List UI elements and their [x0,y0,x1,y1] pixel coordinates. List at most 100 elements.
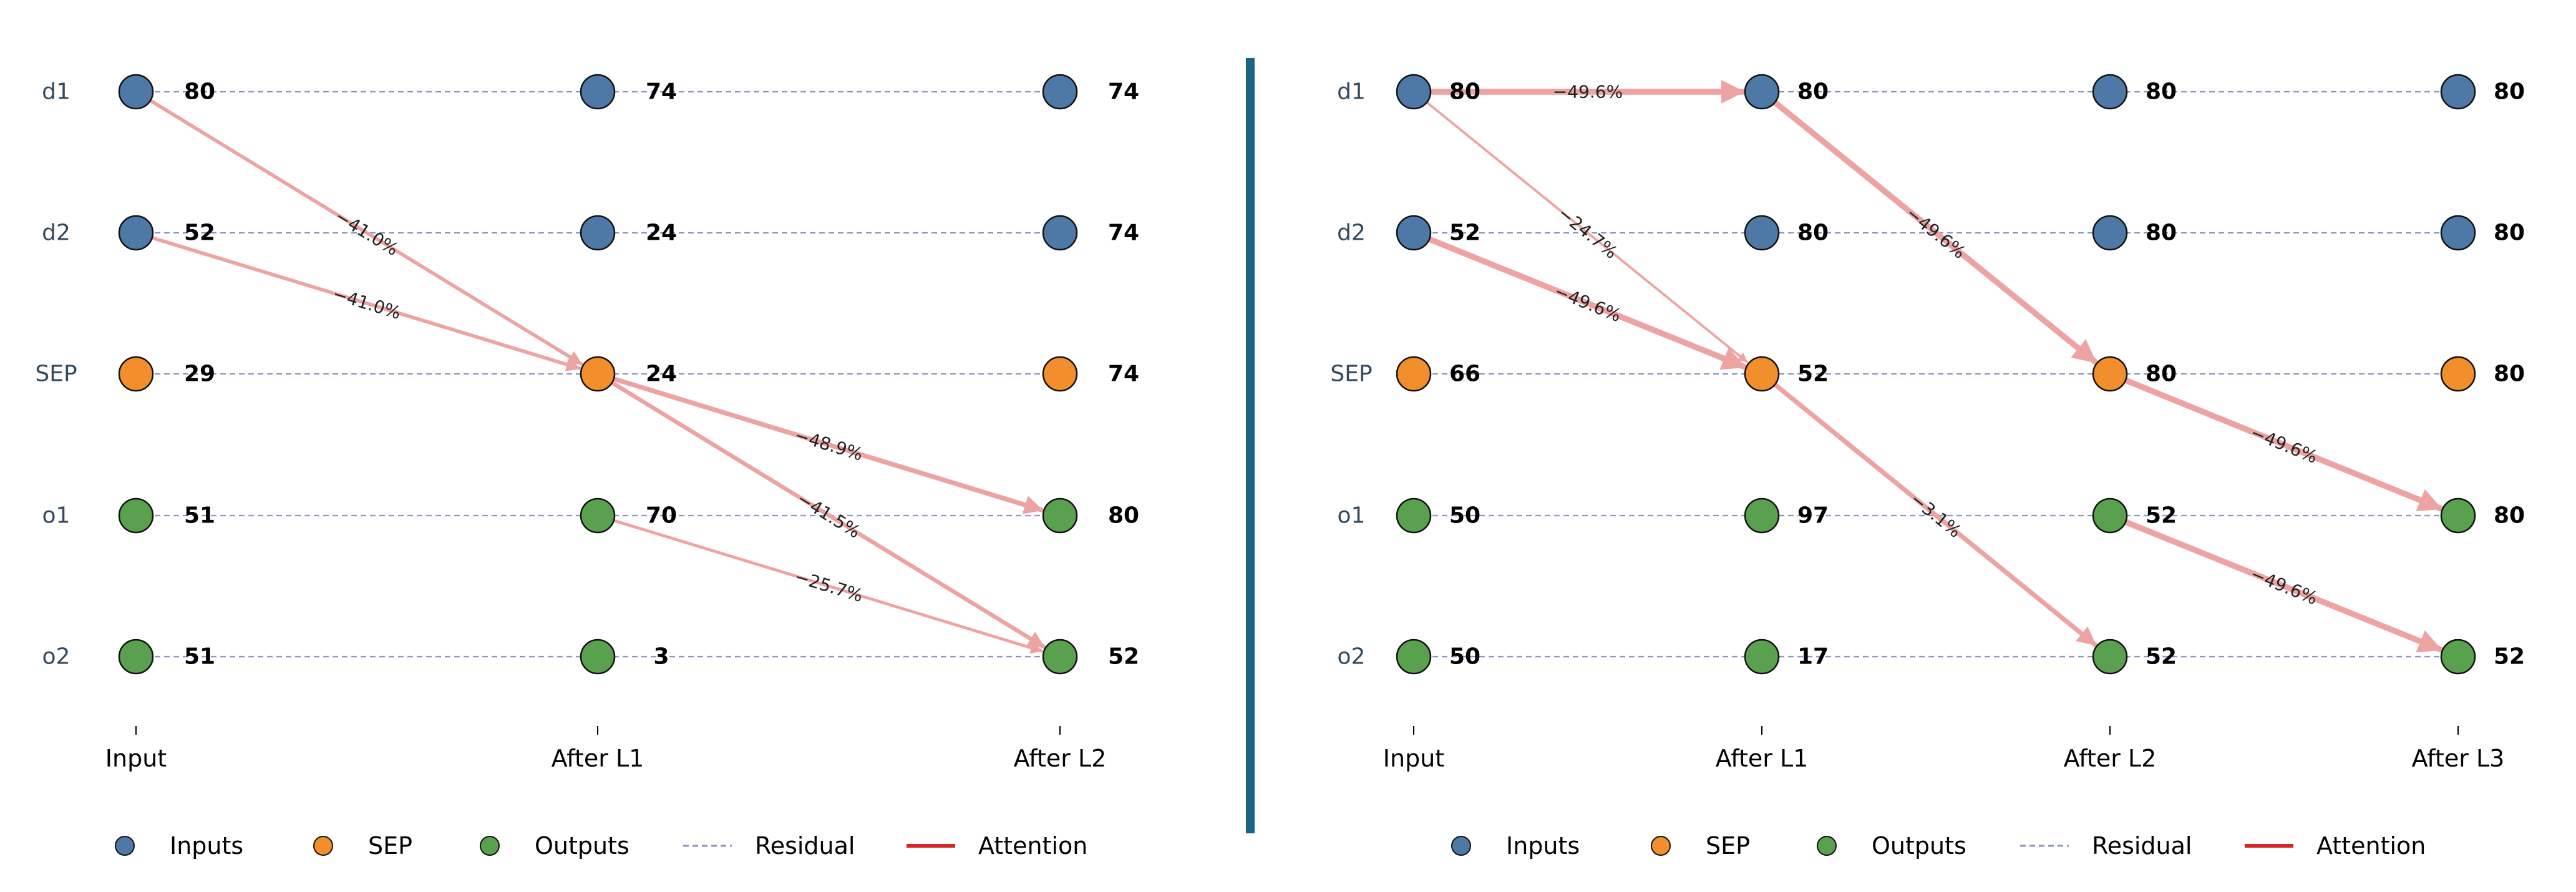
layer-label: After L1 [1716,745,1809,772]
attention-label: −49.6% [1553,82,1623,102]
input-node [1042,215,1078,251]
node-value: 97 [1797,503,1829,529]
node-value: 52 [2146,644,2177,670]
node-value: 24 [646,361,677,387]
legend-label: SEP [368,832,412,860]
node-value: 66 [1449,361,1480,387]
sep-node [1744,356,1780,392]
row-label: d2 [1337,220,1366,246]
input-node [2440,215,2476,251]
output-node [580,497,616,534]
row-label: o1 [1338,503,1366,529]
output-node [2092,497,2128,534]
node-value: 80 [2146,361,2177,387]
layer-label: Input [105,745,167,772]
input-node [580,215,616,251]
output-node [1396,639,1432,675]
output-node [2440,497,2476,534]
sep-node [1396,356,1432,392]
node-value: 52 [1108,644,1139,670]
node-value: 80 [1108,503,1139,529]
attention-label: −49.6% [2248,564,2321,609]
input-node [1744,215,1780,251]
input-node [1396,74,1432,110]
node-value: 3 [653,644,669,670]
node-value: 80 [2146,220,2177,246]
output-node [1744,497,1780,534]
node-value: 80 [2494,361,2525,387]
legend-label: Inputs [1506,832,1580,860]
node-value: 52 [1797,361,1829,387]
sep-node [1042,356,1078,392]
node-value: 80 [1797,220,1829,246]
output-node [1042,639,1078,675]
output-node [118,497,154,534]
attention-arrow [1767,378,2097,647]
node-value: 50 [1449,503,1480,529]
attention-arrow [1420,97,1748,363]
attention-label: −3.1% [1907,489,1965,542]
legend-label: Inputs [170,832,243,860]
node-value: 74 [1108,220,1139,246]
row-label: d1 [42,79,70,105]
output-node [1396,497,1432,534]
row-label: d2 [42,220,70,246]
attention-arrow [143,233,581,371]
node-value: 80 [2494,220,2525,246]
sep-legend-marker [1651,836,1671,856]
node-value: 74 [1108,361,1139,387]
legend-label: Residual [755,832,855,860]
row-label: SEP [35,361,77,387]
attention-label: −48.9% [792,424,865,464]
row-label: o1 [42,503,70,529]
layer-label: After L1 [552,745,644,772]
input-node [1396,215,1432,251]
attention-label: −49.6% [2248,422,2321,468]
input-node [1042,74,1078,110]
legend-label: SEP [1706,832,1750,860]
attention-arrow [2116,375,2444,512]
legend-label: Attention [2316,832,2426,860]
attention-arrow [142,95,583,366]
node-value: 29 [184,361,215,387]
input-node [118,215,154,251]
input-node [118,74,154,110]
legend-label: Outputs [535,832,629,860]
row-label: d1 [1337,79,1366,105]
node-value: 70 [646,503,677,529]
node-value: 80 [2494,503,2525,529]
input-node [2440,74,2476,110]
sep-node [118,356,154,392]
node-value: 52 [2146,503,2177,529]
node-value: 80 [2146,79,2177,105]
node-value: 51 [184,644,215,670]
attention-arrow [1766,95,2098,365]
node-value: 80 [184,79,215,105]
sep-node [2092,356,2128,392]
outputs-legend-marker [1817,836,1837,856]
layer-label: After L3 [2412,745,2505,772]
output-node [2440,639,2476,675]
inputs-legend-marker [115,836,135,856]
node-value: 80 [1797,79,1829,105]
node-value: 80 [2494,79,2525,105]
input-node [580,74,616,110]
inputs-legend-marker [1451,836,1471,856]
legend-label: Attention [978,832,1087,860]
row-label: SEP [1330,361,1372,387]
node-value: 74 [646,79,677,105]
node-value: 52 [2494,644,2525,670]
node-value: 17 [1797,644,1829,670]
output-node [118,639,154,675]
node-value: 50 [1449,644,1480,670]
sep-legend-marker [313,836,333,856]
layer-label: Input [1383,745,1444,772]
node-value: 52 [184,220,215,246]
attention-arrow [2116,516,2444,653]
attention-label: −25.7% [792,566,865,606]
legend-label: Outputs [1872,832,1966,860]
outputs-legend-marker [480,836,500,856]
panel-right: −49.6%−24.7%−49.6%−49.6%−3.1%−49.6%−49.6… [1330,74,2525,860]
